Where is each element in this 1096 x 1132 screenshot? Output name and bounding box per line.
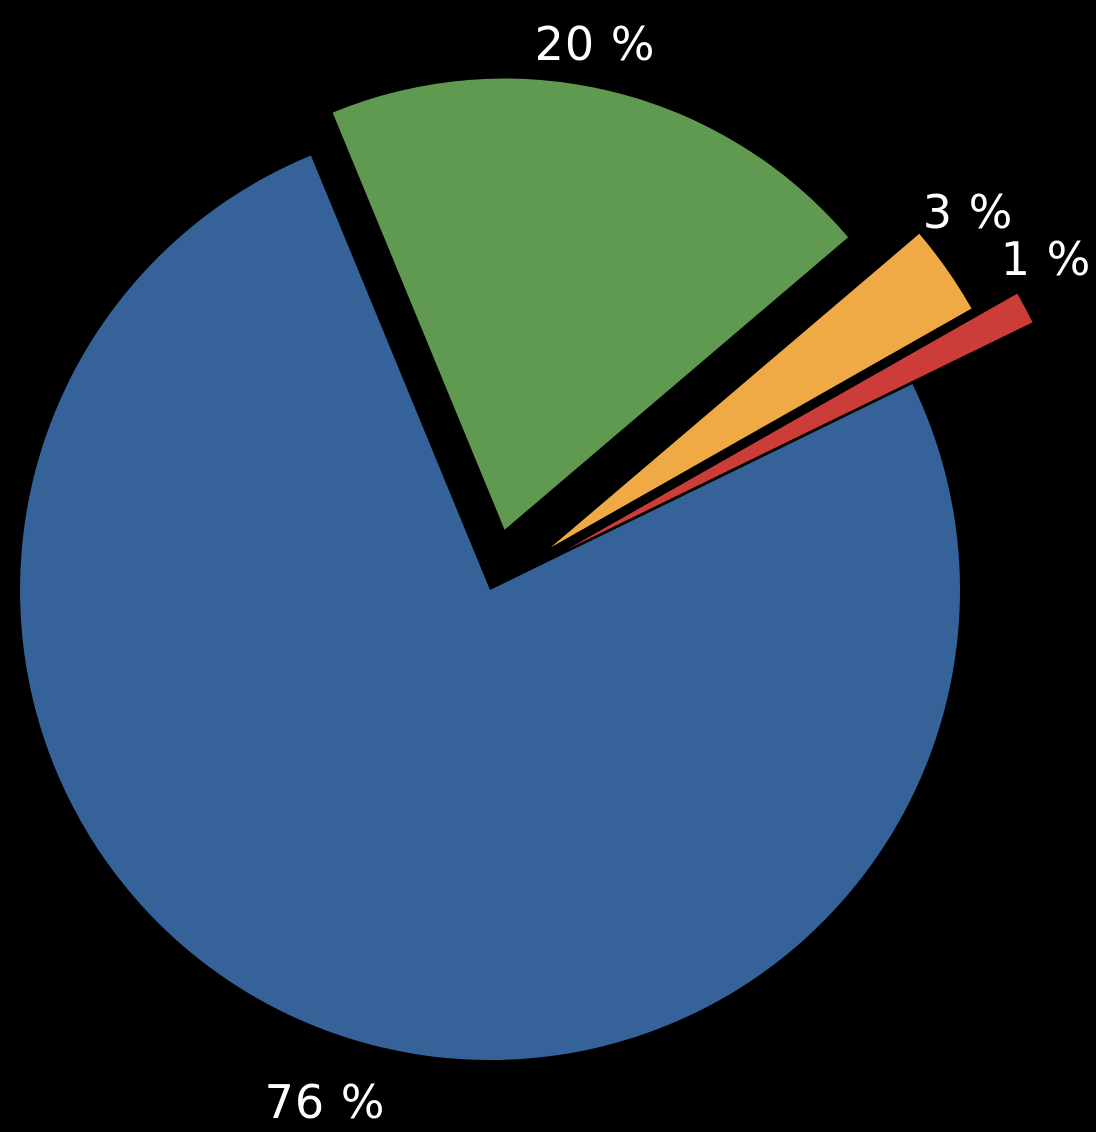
pie-slice-3	[550, 233, 972, 548]
pie-slice-2	[332, 78, 849, 530]
labels-layer: 76 % 20 % 3 %1 %	[265, 17, 1092, 1129]
slices-layer	[20, 78, 1033, 1060]
slice-label-2: 20 %	[535, 17, 656, 71]
slice-label-4: 1 %	[1001, 232, 1092, 286]
pie-slice-1	[20, 155, 961, 1060]
slice-label-3: 3 %	[923, 185, 1014, 239]
slice-label-1: 76 %	[265, 1075, 386, 1129]
pie-slice-4	[567, 293, 1033, 549]
